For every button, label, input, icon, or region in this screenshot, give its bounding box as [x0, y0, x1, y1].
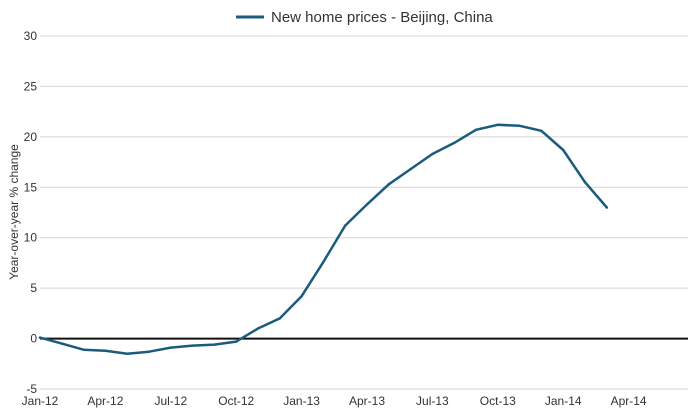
- data-points: [38, 123, 608, 355]
- x-tick-label: Apr-14: [611, 394, 647, 408]
- x-tick-label: Oct-12: [218, 394, 254, 408]
- y-tick-label: 10: [24, 231, 38, 245]
- legend: New home prices - Beijing, China: [236, 9, 493, 26]
- y-tick-label: 20: [24, 130, 38, 144]
- y-tick-label: -5: [26, 382, 37, 396]
- data-point: [126, 352, 129, 355]
- data-point: [344, 224, 347, 227]
- data-point: [365, 203, 369, 206]
- y-tick-label: 30: [24, 29, 38, 43]
- data-point: [605, 206, 608, 209]
- data-point: [38, 336, 42, 339]
- y-tick-label: 0: [30, 332, 37, 346]
- data-point: [322, 260, 325, 264]
- x-tick-label: Jan-13: [283, 394, 320, 408]
- x-tick-label: Jan-12: [22, 394, 59, 408]
- x-tick-label: Apr-13: [349, 394, 385, 408]
- data-point: [409, 167, 412, 171]
- data-point: [300, 295, 303, 298]
- data-point: [213, 343, 216, 346]
- data-point: [60, 342, 63, 345]
- x-axis-ticks: Jan-12 Apr-12 Jul-12 Oct-12 Jan-13 Apr-13 Jul-…: [22, 394, 647, 408]
- data-point: [496, 123, 499, 126]
- data-point: [474, 128, 478, 131]
- y-tick-label: 5: [30, 281, 37, 295]
- x-tick-label: Oct-13: [480, 394, 516, 408]
- legend-label: New home prices - Beijing, China: [271, 9, 493, 26]
- data-point: [235, 340, 238, 343]
- data-point: [453, 141, 456, 145]
- x-tick-label: Jul-12: [154, 394, 187, 408]
- data-point: [278, 317, 281, 320]
- y-axis-label: Year-over-year % change: [7, 144, 21, 280]
- data-point: [562, 148, 565, 152]
- y-tick-label: 15: [24, 180, 38, 194]
- data-point: [583, 181, 587, 184]
- data-point: [169, 346, 172, 349]
- series-line: [38, 123, 609, 355]
- x-tick-label: Apr-12: [87, 394, 123, 408]
- data-point: [518, 124, 521, 127]
- data-point: [387, 183, 390, 186]
- data-point: [104, 349, 107, 352]
- y-tick-label: 25: [24, 79, 38, 93]
- data-point: [147, 350, 151, 353]
- data-point: [540, 129, 543, 133]
- data-point: [256, 327, 260, 330]
- data-point: [82, 348, 85, 351]
- y-axis-ticks: -5 0 5 10 15 20 25 30: [24, 29, 38, 396]
- data-point: [191, 344, 194, 347]
- x-tick-label: Jan-14: [545, 394, 582, 408]
- x-tick-label: Jul-13: [416, 394, 449, 408]
- gridlines: [40, 35, 688, 390]
- data-point: [431, 152, 434, 156]
